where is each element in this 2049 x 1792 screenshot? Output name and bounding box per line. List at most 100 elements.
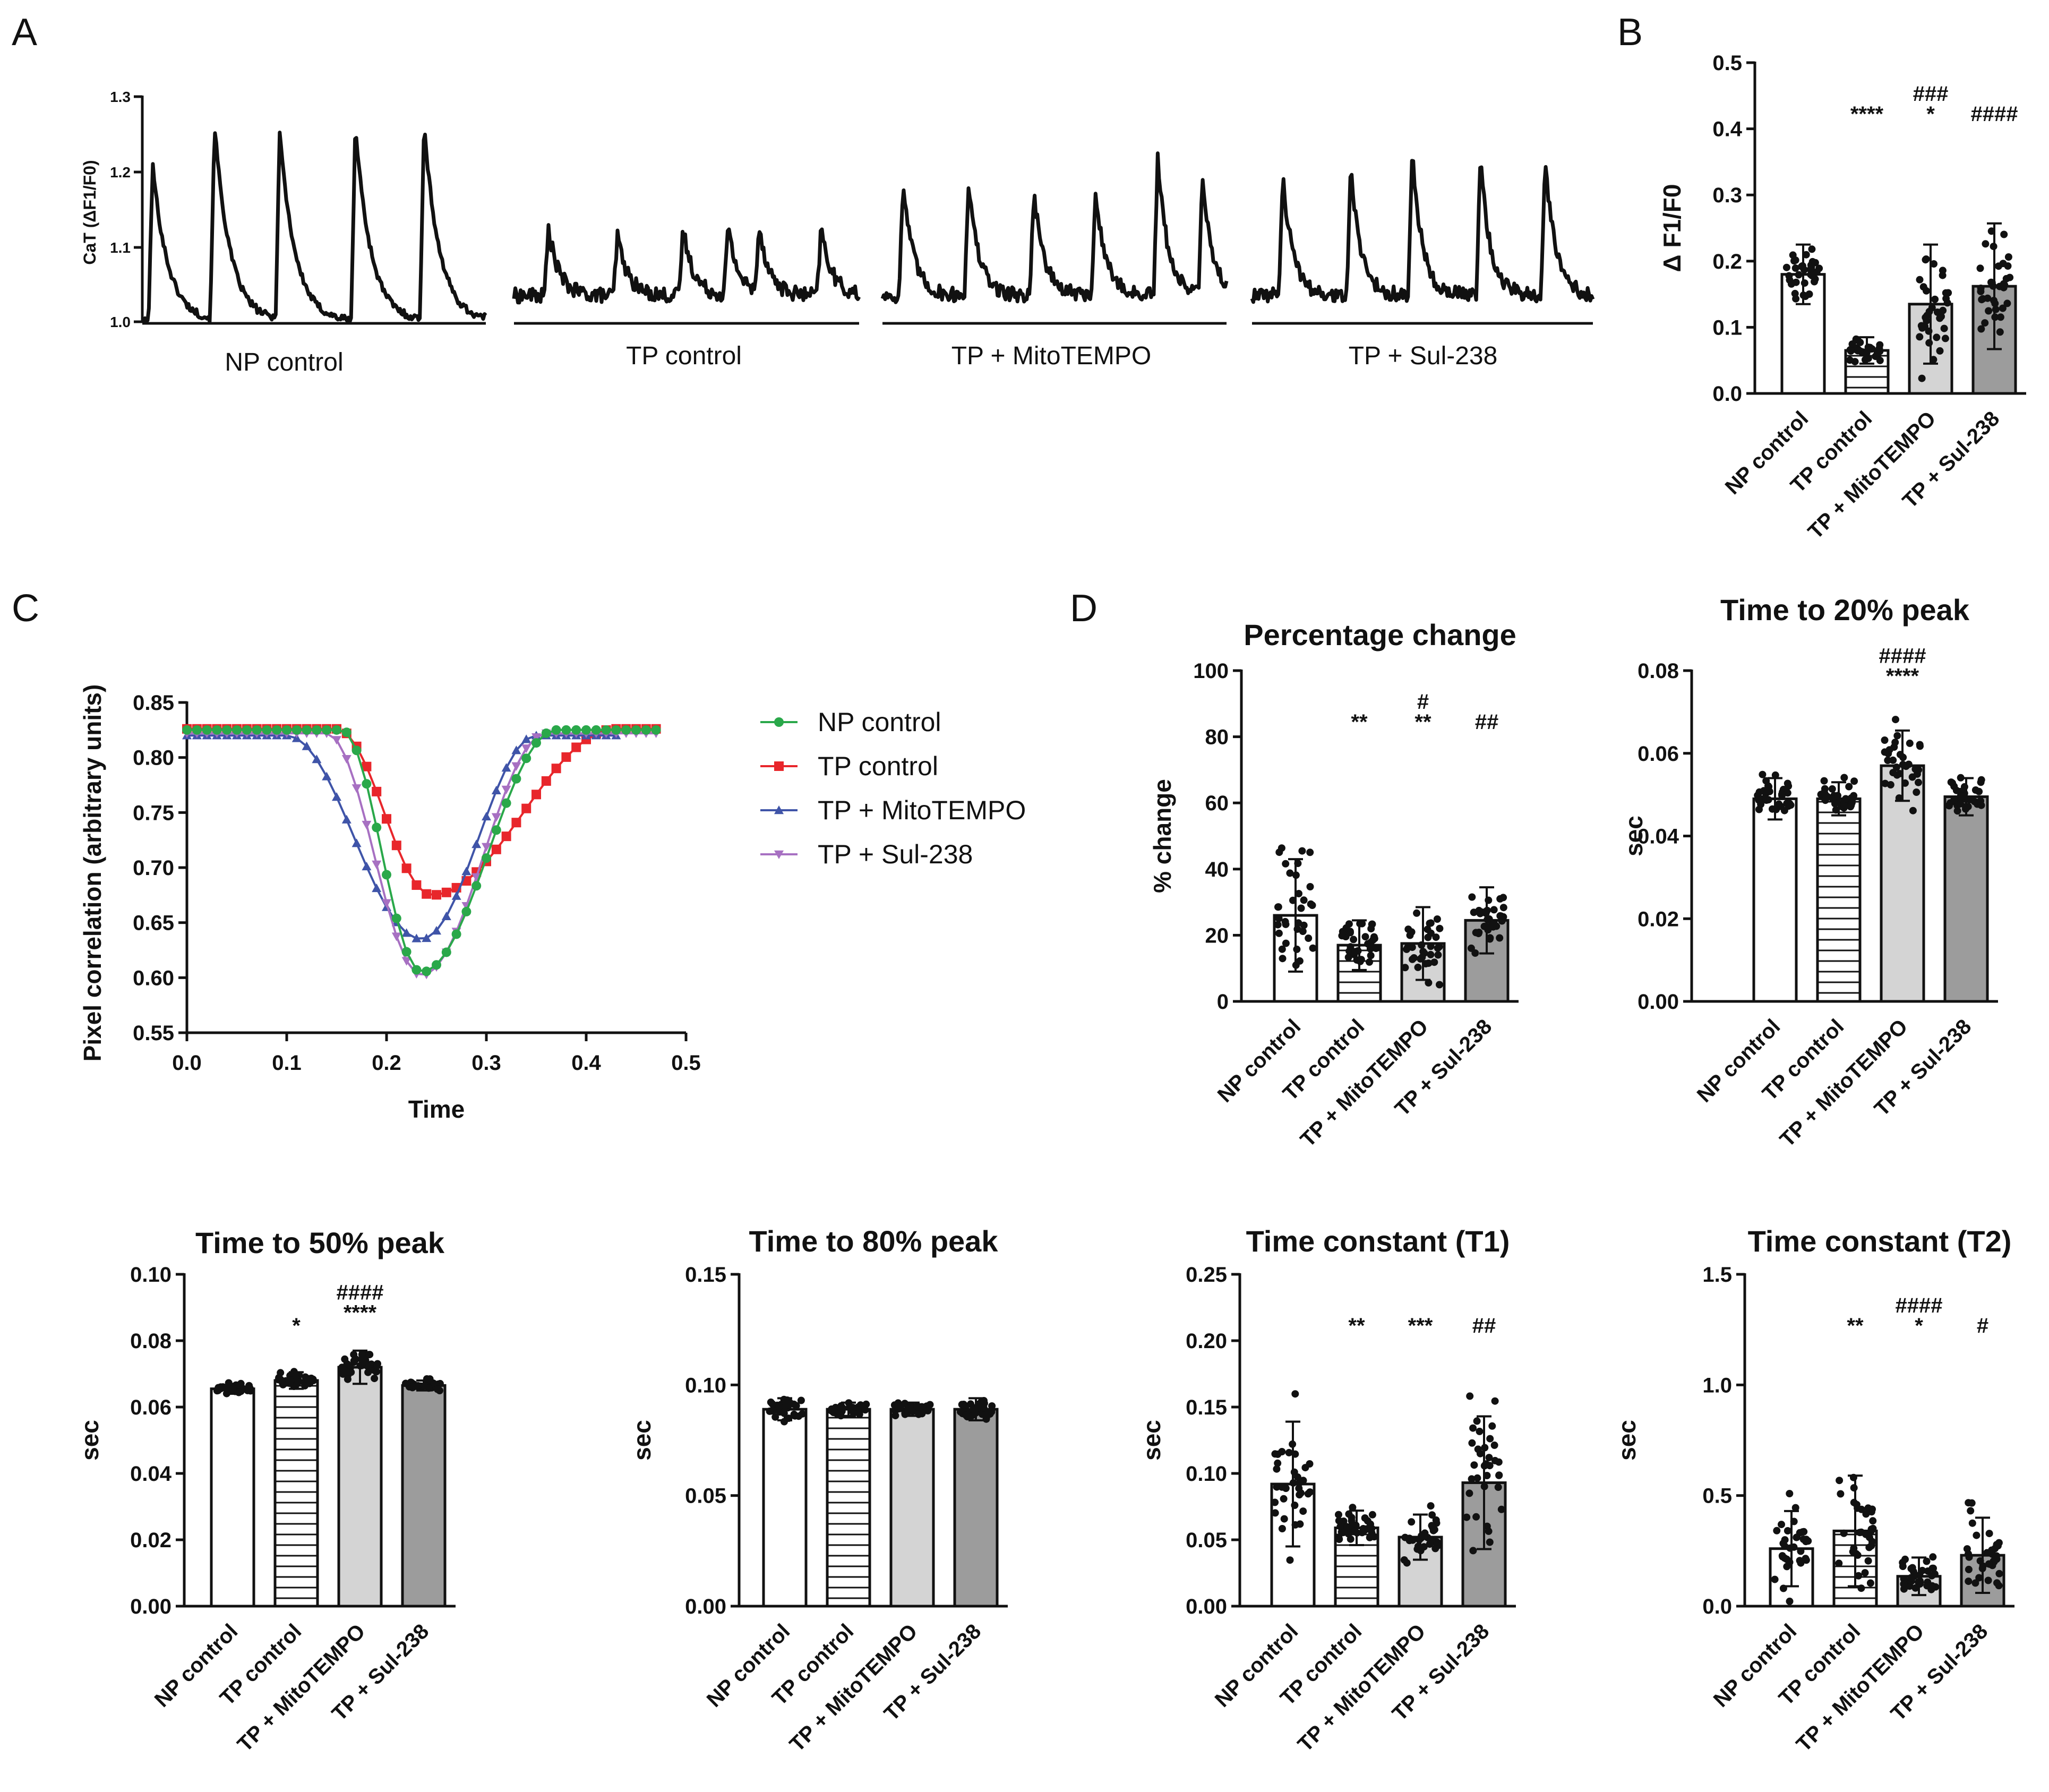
data-point — [1343, 1523, 1351, 1531]
data-point — [1927, 1585, 1935, 1593]
series-3 — [182, 729, 661, 980]
series-marker — [774, 805, 784, 814]
series-marker — [322, 725, 332, 735]
series-marker — [541, 728, 551, 738]
data-point — [1916, 276, 1924, 284]
series-marker — [262, 725, 272, 735]
significance-marker: * — [292, 1314, 301, 1337]
data-point — [1286, 869, 1294, 877]
legend-label: TP + MitoTEMPO — [818, 795, 1026, 825]
data-point — [1854, 336, 1862, 344]
series-marker — [351, 838, 362, 847]
data-point — [1293, 1473, 1301, 1481]
data-point — [1919, 283, 1927, 291]
data-point — [1884, 757, 1892, 764]
series-marker — [621, 725, 631, 735]
significance-marker: ** — [1414, 710, 1431, 734]
data-point — [1360, 1527, 1368, 1534]
data-point — [1473, 1474, 1481, 1482]
series-marker — [482, 853, 491, 863]
data-point — [1486, 1538, 1494, 1546]
data-point — [1306, 883, 1314, 890]
data-point — [1985, 1560, 1993, 1568]
series-marker — [471, 881, 482, 891]
series-marker — [441, 911, 451, 920]
data-point — [1431, 1545, 1439, 1553]
data-point — [1791, 1504, 1799, 1512]
data-point — [1271, 1450, 1279, 1458]
data-point — [1996, 313, 2004, 321]
data-point — [1791, 264, 1799, 272]
calcium-trace-1 — [512, 223, 861, 305]
data-point — [1300, 921, 1308, 929]
significance-marker: * — [1926, 102, 1935, 126]
data-point — [1470, 1461, 1478, 1469]
series-marker — [212, 725, 222, 735]
y-tick-label: 0.05 — [685, 1485, 726, 1508]
series-marker — [401, 863, 411, 873]
data-point — [1854, 347, 1862, 355]
data-point — [1349, 1504, 1357, 1512]
data-point — [1424, 925, 1431, 933]
series-marker — [372, 822, 382, 833]
series-marker — [391, 841, 401, 851]
trace-label-tp-control: TP control — [626, 342, 742, 370]
data-point — [1941, 335, 1949, 342]
data-point — [1923, 312, 1931, 320]
y-tick-label: 80 — [1205, 726, 1229, 749]
data-point — [1873, 349, 1881, 357]
data-point — [1918, 374, 1926, 382]
series-marker — [531, 790, 541, 800]
y-tick-label: 0.00 — [130, 1595, 172, 1618]
data-point — [1862, 1510, 1870, 1518]
data-point — [1490, 919, 1498, 927]
data-point — [1985, 307, 1993, 315]
data-point — [1977, 778, 1985, 786]
series-marker — [422, 889, 432, 899]
series-marker — [252, 725, 262, 735]
series-marker — [312, 725, 322, 735]
y-tick-label: 0.10 — [130, 1263, 172, 1287]
data-point — [1351, 948, 1359, 956]
data-point — [1909, 807, 1917, 814]
series-marker — [401, 928, 411, 937]
y-tick-label: 0.10 — [1186, 1462, 1227, 1486]
y-tick-label: 0.15 — [1186, 1396, 1227, 1419]
data-point — [1427, 950, 1435, 958]
data-point — [2002, 275, 2010, 282]
data-point — [982, 1414, 990, 1421]
data-point — [1372, 945, 1380, 953]
significance-marker: ## — [1475, 710, 1499, 734]
series-marker — [351, 745, 362, 756]
data-point — [827, 1407, 835, 1414]
data-point — [307, 1374, 315, 1382]
data-point — [891, 1412, 899, 1420]
data-point — [1786, 1490, 1794, 1497]
series-marker — [641, 725, 651, 735]
data-point — [1787, 280, 1795, 288]
data-point — [1876, 341, 1884, 349]
series-marker — [461, 867, 471, 876]
x-tick-label: 0.4 — [571, 1051, 601, 1075]
data-point — [1497, 1505, 1505, 1513]
data-point — [341, 1355, 349, 1363]
series-marker — [222, 725, 232, 735]
data-point — [1922, 256, 1930, 264]
series-marker — [601, 725, 611, 735]
data-point — [1837, 1490, 1845, 1498]
data-point — [1918, 1566, 1926, 1574]
data-point — [1868, 345, 1876, 353]
data-point — [1996, 328, 2004, 336]
data-point — [988, 1402, 996, 1410]
data-point — [1928, 1572, 1936, 1580]
data-point — [1427, 1502, 1435, 1510]
data-point — [1958, 792, 1966, 800]
data-point — [1499, 894, 1507, 902]
bar-3 — [953, 1408, 999, 1608]
data-point — [1795, 271, 1803, 279]
data-point — [1345, 1510, 1353, 1518]
data-point — [275, 1376, 282, 1384]
data-point — [245, 1382, 253, 1390]
chart-title: Time constant (T1) — [1246, 1224, 1510, 1258]
